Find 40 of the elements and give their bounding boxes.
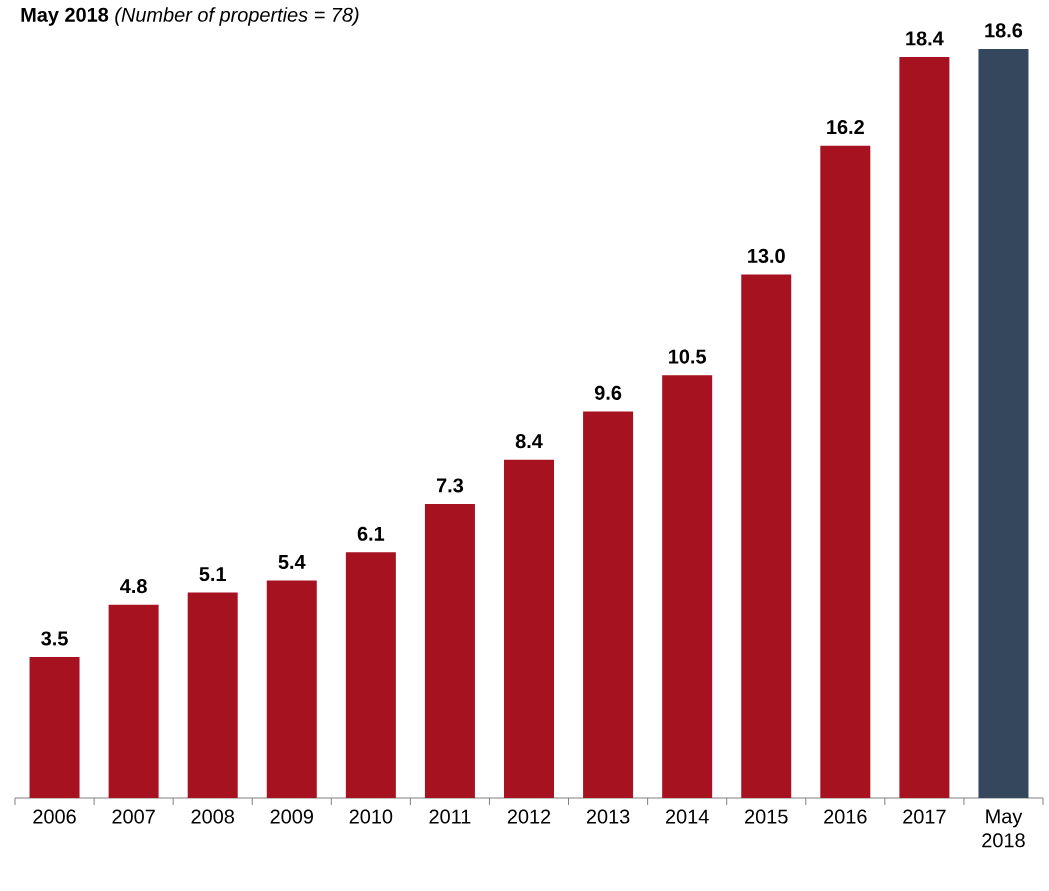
x-tick-label: 2017 [903, 809, 946, 824]
bar [662, 375, 713, 798]
data-label: 10.5 [669, 349, 706, 364]
data-label: 7.3 [436, 478, 464, 493]
bar [187, 592, 238, 798]
bar [899, 57, 950, 798]
bar [978, 48, 1029, 798]
x-tick-label: 2015 [745, 809, 788, 824]
bar [583, 411, 634, 798]
data-label: 5.1 [199, 567, 226, 582]
x-tick-label: May 2018 [982, 809, 1025, 848]
x-tick-label: 2008 [191, 809, 234, 824]
bar [266, 580, 317, 798]
data-label: 5.4 [278, 555, 306, 570]
bar [108, 604, 159, 798]
chart-title: May 2018 (Number of properties = 78) [21, 7, 359, 26]
x-tick-label: 2010 [349, 809, 393, 824]
x-tick-label: 2014 [666, 809, 709, 824]
bar [29, 657, 80, 798]
x-tick-label: 2016 [824, 809, 867, 824]
data-label: 9.6 [594, 385, 622, 400]
bar [820, 145, 871, 798]
data-label: 4.8 [120, 579, 147, 594]
x-tick-label: 2009 [270, 809, 313, 824]
data-label: 18.4 [906, 31, 944, 46]
data-label: 3.5 [41, 631, 68, 646]
bar [345, 552, 396, 798]
x-tick-label: 2007 [112, 809, 155, 824]
data-label: 6.1 [357, 526, 385, 541]
data-label: 8.4 [515, 434, 543, 449]
x-tick-label: 2013 [586, 809, 630, 824]
x-tick-label: 2006 [33, 809, 76, 824]
data-label: 16.2 [827, 120, 864, 135]
bar [424, 504, 475, 798]
x-tick-label: 2011 [429, 809, 471, 824]
bar [741, 274, 792, 798]
data-label: 13.0 [748, 248, 785, 263]
data-label: 18.6 [985, 23, 1023, 38]
bar [504, 459, 554, 798]
x-tick-label: 2012 [507, 809, 551, 824]
